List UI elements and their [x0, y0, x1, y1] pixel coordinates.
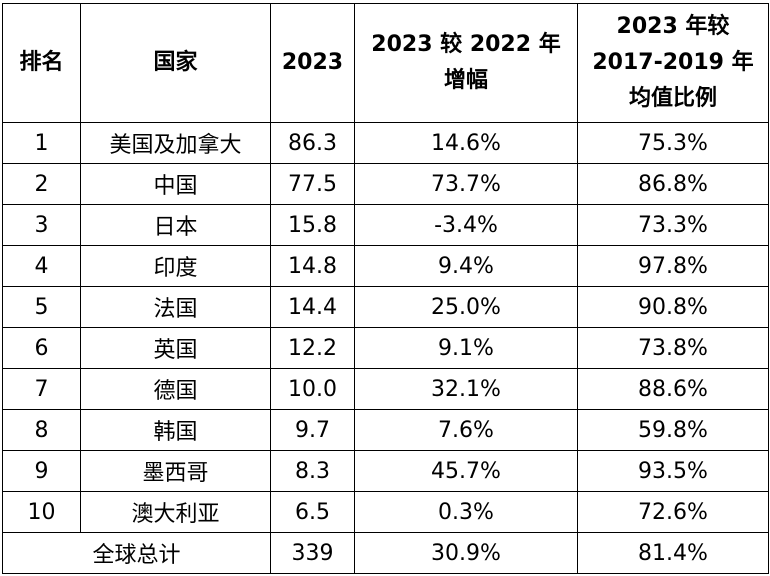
rank-cell: 4: [2, 245, 81, 287]
table-row: 8 韩国 9.7 7.6% 59.8%: [2, 409, 769, 451]
rank-cell: 10: [2, 491, 81, 533]
country-cell: 韩国: [80, 409, 271, 451]
growth-cell: 9.4%: [354, 245, 578, 287]
rank-cell: 5: [2, 286, 81, 328]
value-cell: 10.0: [270, 368, 355, 410]
table-row: 7 德国 10.0 32.1% 88.6%: [2, 368, 769, 410]
value-cell: 9.7: [270, 409, 355, 451]
growth-cell: 32.1%: [354, 368, 578, 410]
value-cell: 6.5: [270, 491, 355, 533]
growth-cell: 7.6%: [354, 409, 578, 451]
table-row: 2 中国 77.5 73.7% 86.8%: [2, 163, 769, 205]
total-label: 全球总计: [2, 532, 271, 574]
header-ratio-line: 均值比例: [628, 86, 717, 111]
rank-cell: 8: [2, 409, 81, 451]
country-cell: 英国: [80, 327, 271, 369]
ratio-cell: 88.6%: [577, 368, 769, 410]
header-ratio: 2023 年较 2017-2019 年 均值比例: [577, 3, 769, 123]
table-row: 5 法国 14.4 25.0% 90.8%: [2, 286, 769, 328]
country-cell: 法国: [80, 286, 271, 328]
value-cell: 77.5: [270, 163, 355, 205]
country-cell: 日本: [80, 204, 271, 246]
header-growth-line: 增幅: [443, 68, 488, 93]
total-growth: 30.9%: [354, 532, 578, 574]
value-cell: 8.3: [270, 450, 355, 492]
growth-cell: 25.0%: [354, 286, 578, 328]
header-rank: 排名: [2, 3, 81, 123]
rank-cell: 7: [2, 368, 81, 410]
rank-cell: 9: [2, 450, 81, 492]
value-cell: 14.8: [270, 245, 355, 287]
rank-cell: 2: [2, 163, 81, 205]
ratio-cell: 72.6%: [577, 491, 769, 533]
rank-cell: 1: [2, 122, 81, 164]
growth-cell: 9.1%: [354, 327, 578, 369]
value-cell: 12.2: [270, 327, 355, 369]
box-office-ranking-table: 排名 国家 2023 2023 较 2022 年 增幅 2023 年较 2017…: [2, 3, 769, 574]
header-row: 排名 国家 2023 2023 较 2022 年 增幅 2023 年较 2017…: [2, 3, 769, 123]
total-row: 全球总计 339 30.9% 81.4%: [2, 532, 769, 574]
ratio-cell: 73.3%: [577, 204, 769, 246]
growth-cell: 14.6%: [354, 122, 578, 164]
growth-cell: -3.4%: [354, 204, 578, 246]
table-row: 9 墨西哥 8.3 45.7% 93.5%: [2, 450, 769, 492]
table-row: 1 美国及加拿大 86.3 14.6% 75.3%: [2, 122, 769, 164]
header-growth-line: 2023 较 2022 年: [371, 32, 561, 57]
value-cell: 86.3: [270, 122, 355, 164]
value-cell: 15.8: [270, 204, 355, 246]
total-value: 339: [270, 532, 355, 574]
country-cell: 中国: [80, 163, 271, 205]
growth-cell: 73.7%: [354, 163, 578, 205]
country-cell: 德国: [80, 368, 271, 410]
header-country: 国家: [80, 3, 271, 123]
ratio-cell: 97.8%: [577, 245, 769, 287]
growth-cell: 0.3%: [354, 491, 578, 533]
header-year: 2023: [270, 3, 355, 123]
total-ratio: 81.4%: [577, 532, 769, 574]
table-row: 6 英国 12.2 9.1% 73.8%: [2, 327, 769, 369]
country-cell: 美国及加拿大: [80, 122, 271, 164]
ratio-cell: 86.8%: [577, 163, 769, 205]
header-ratio-line: 2017-2019 年: [592, 50, 754, 75]
ratio-cell: 93.5%: [577, 450, 769, 492]
ratio-cell: 90.8%: [577, 286, 769, 328]
rank-cell: 3: [2, 204, 81, 246]
header-ratio-line: 2023 年较: [616, 14, 730, 39]
growth-cell: 45.7%: [354, 450, 578, 492]
table-row: 10 澳大利亚 6.5 0.3% 72.6%: [2, 491, 769, 533]
rank-cell: 6: [2, 327, 81, 369]
country-cell: 印度: [80, 245, 271, 287]
ratio-cell: 75.3%: [577, 122, 769, 164]
country-cell: 墨西哥: [80, 450, 271, 492]
ratio-cell: 59.8%: [577, 409, 769, 451]
value-cell: 14.4: [270, 286, 355, 328]
ratio-cell: 73.8%: [577, 327, 769, 369]
table-row: 4 印度 14.8 9.4% 97.8%: [2, 245, 769, 287]
header-growth: 2023 较 2022 年 增幅: [354, 3, 578, 123]
country-cell: 澳大利亚: [80, 491, 271, 533]
table-row: 3 日本 15.8 -3.4% 73.3%: [2, 204, 769, 246]
